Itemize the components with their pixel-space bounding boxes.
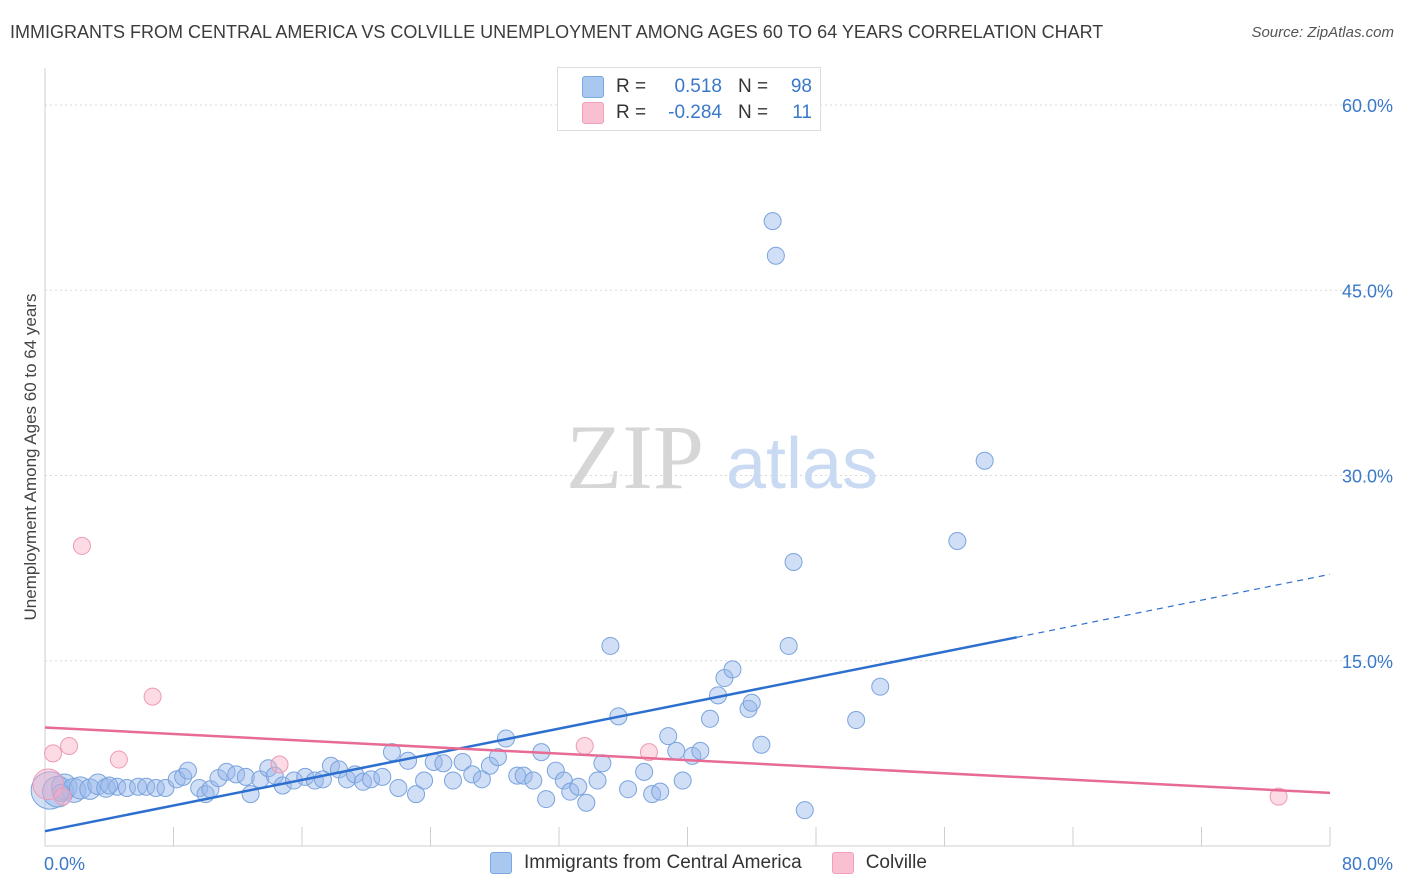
data-point-immigrants [236, 767, 255, 786]
y-tick-label: 15.0% [1342, 652, 1393, 672]
data-point-colville [639, 743, 658, 762]
data-point-immigrants [651, 782, 670, 801]
colville-swatch [831, 852, 854, 874]
y-tick-label: 60.0% [1342, 96, 1393, 116]
n-value: 98 [790, 76, 812, 97]
data-point-immigrants [514, 766, 533, 785]
r-label: R = [616, 76, 647, 97]
r-label: R = [616, 102, 647, 123]
data-point-immigrants [100, 776, 119, 795]
data-point-immigrants [742, 693, 761, 712]
series-immigrants-points [30, 212, 994, 820]
legend-label: Colville [865, 852, 927, 873]
data-point-immigrants [763, 212, 782, 231]
immigrants-swatch [490, 852, 512, 874]
r-value: -0.284 [668, 102, 722, 123]
data-point-immigrants [463, 765, 482, 784]
data-point-colville [44, 744, 63, 763]
n-label: N = [738, 102, 769, 123]
data-point-colville [72, 536, 91, 555]
data-point-immigrants [389, 778, 408, 797]
data-point-immigrants [508, 766, 527, 785]
data-point-immigrants [784, 552, 803, 571]
data-point-colville [60, 736, 79, 755]
data-point-immigrants [488, 748, 507, 767]
data-point-immigrants [537, 790, 556, 809]
x-tick-label: 0.0% [44, 854, 85, 874]
gridlines [45, 104, 1392, 662]
series-colville-points [32, 536, 1288, 806]
data-point-immigrants [635, 762, 654, 781]
stats-row-immigrants: R = 0.518 N = 98 [582, 75, 812, 99]
data-point-colville [1269, 787, 1288, 806]
x-tick-label: 80.0% [1342, 854, 1393, 874]
legend-item-immigrants[interactable]: Immigrants from Central America [490, 852, 802, 874]
data-point-immigrants [146, 778, 165, 797]
data-point-immigrants [619, 780, 638, 799]
data-point-immigrants [577, 793, 596, 812]
data-point-immigrants [362, 770, 381, 789]
data-point-immigrants [871, 677, 890, 696]
data-point-colville [143, 687, 162, 706]
data-point-immigrants [667, 741, 686, 760]
data-point-immigrants [659, 727, 678, 746]
n-label: N = [738, 76, 769, 97]
watermark-zip: ZIP [566, 406, 704, 508]
data-point-immigrants [948, 531, 967, 550]
data-point-immigrants [415, 771, 434, 790]
trend-lines [44, 573, 1331, 833]
data-point-immigrants [174, 767, 193, 786]
data-point-immigrants [723, 660, 742, 679]
y-tick-label: 45.0% [1342, 281, 1393, 301]
data-point-immigrants [847, 711, 866, 730]
colville-swatch [582, 102, 604, 124]
data-point-immigrants [795, 801, 814, 820]
data-point-immigrants [569, 777, 588, 796]
data-point-immigrants [691, 741, 710, 760]
trend-line-immigrants [44, 636, 1018, 833]
data-point-immigrants [178, 761, 197, 780]
immigrants-swatch [582, 76, 604, 98]
source-label: Source: ZipAtlas.com [1251, 24, 1394, 41]
data-point-colville [109, 750, 128, 769]
data-point-immigrants [407, 785, 426, 804]
data-point-immigrants [752, 735, 771, 754]
legend-item-colville[interactable]: Colville [831, 852, 927, 874]
tick-labels: 15.0% 30.0% 45.0% 60.0% 0.0% 80.0% [44, 96, 1393, 874]
data-point-immigrants [700, 709, 719, 728]
y-tick-label: 30.0% [1342, 467, 1393, 487]
trend-line-immigrants-projection [1016, 573, 1331, 638]
data-point-immigrants [673, 771, 692, 790]
data-point-immigrants [524, 771, 543, 790]
r-value: 0.518 [674, 76, 722, 97]
watermark-atlas: atlas [726, 424, 878, 504]
data-point-colville [575, 736, 594, 755]
data-point-immigrants [766, 246, 785, 265]
data-point-immigrants [137, 777, 156, 796]
stats-legend: R = 0.518 N = 98 R = -0.284 N = 11 [557, 67, 821, 131]
data-point-immigrants [434, 754, 453, 773]
data-point-immigrants [588, 771, 607, 790]
stats-row-colville: R = -0.284 N = 11 [582, 101, 812, 125]
data-point-immigrants [382, 743, 401, 762]
data-point-colville [270, 755, 289, 774]
data-point-immigrants [472, 770, 491, 789]
data-point-immigrants [601, 636, 620, 655]
data-point-immigrants [443, 771, 462, 790]
axes [44, 68, 1331, 847]
legend-label: Immigrants from Central America [524, 852, 802, 873]
series-legend: Immigrants from Central America Colville [490, 852, 957, 874]
data-point-colville [53, 787, 72, 806]
data-point-immigrants [453, 753, 472, 772]
n-value: 11 [792, 102, 812, 123]
chart-title: IMMIGRANTS FROM CENTRAL AMERICA VS COLVI… [10, 22, 1104, 42]
trend-line-colville [44, 726, 1331, 795]
data-point-immigrants [779, 636, 798, 655]
data-point-immigrants [975, 451, 994, 470]
data-point-immigrants [259, 759, 278, 778]
data-point-immigrants [373, 767, 392, 786]
y-axis-label: Unemployment Among Ages 60 to 64 years [21, 294, 40, 621]
